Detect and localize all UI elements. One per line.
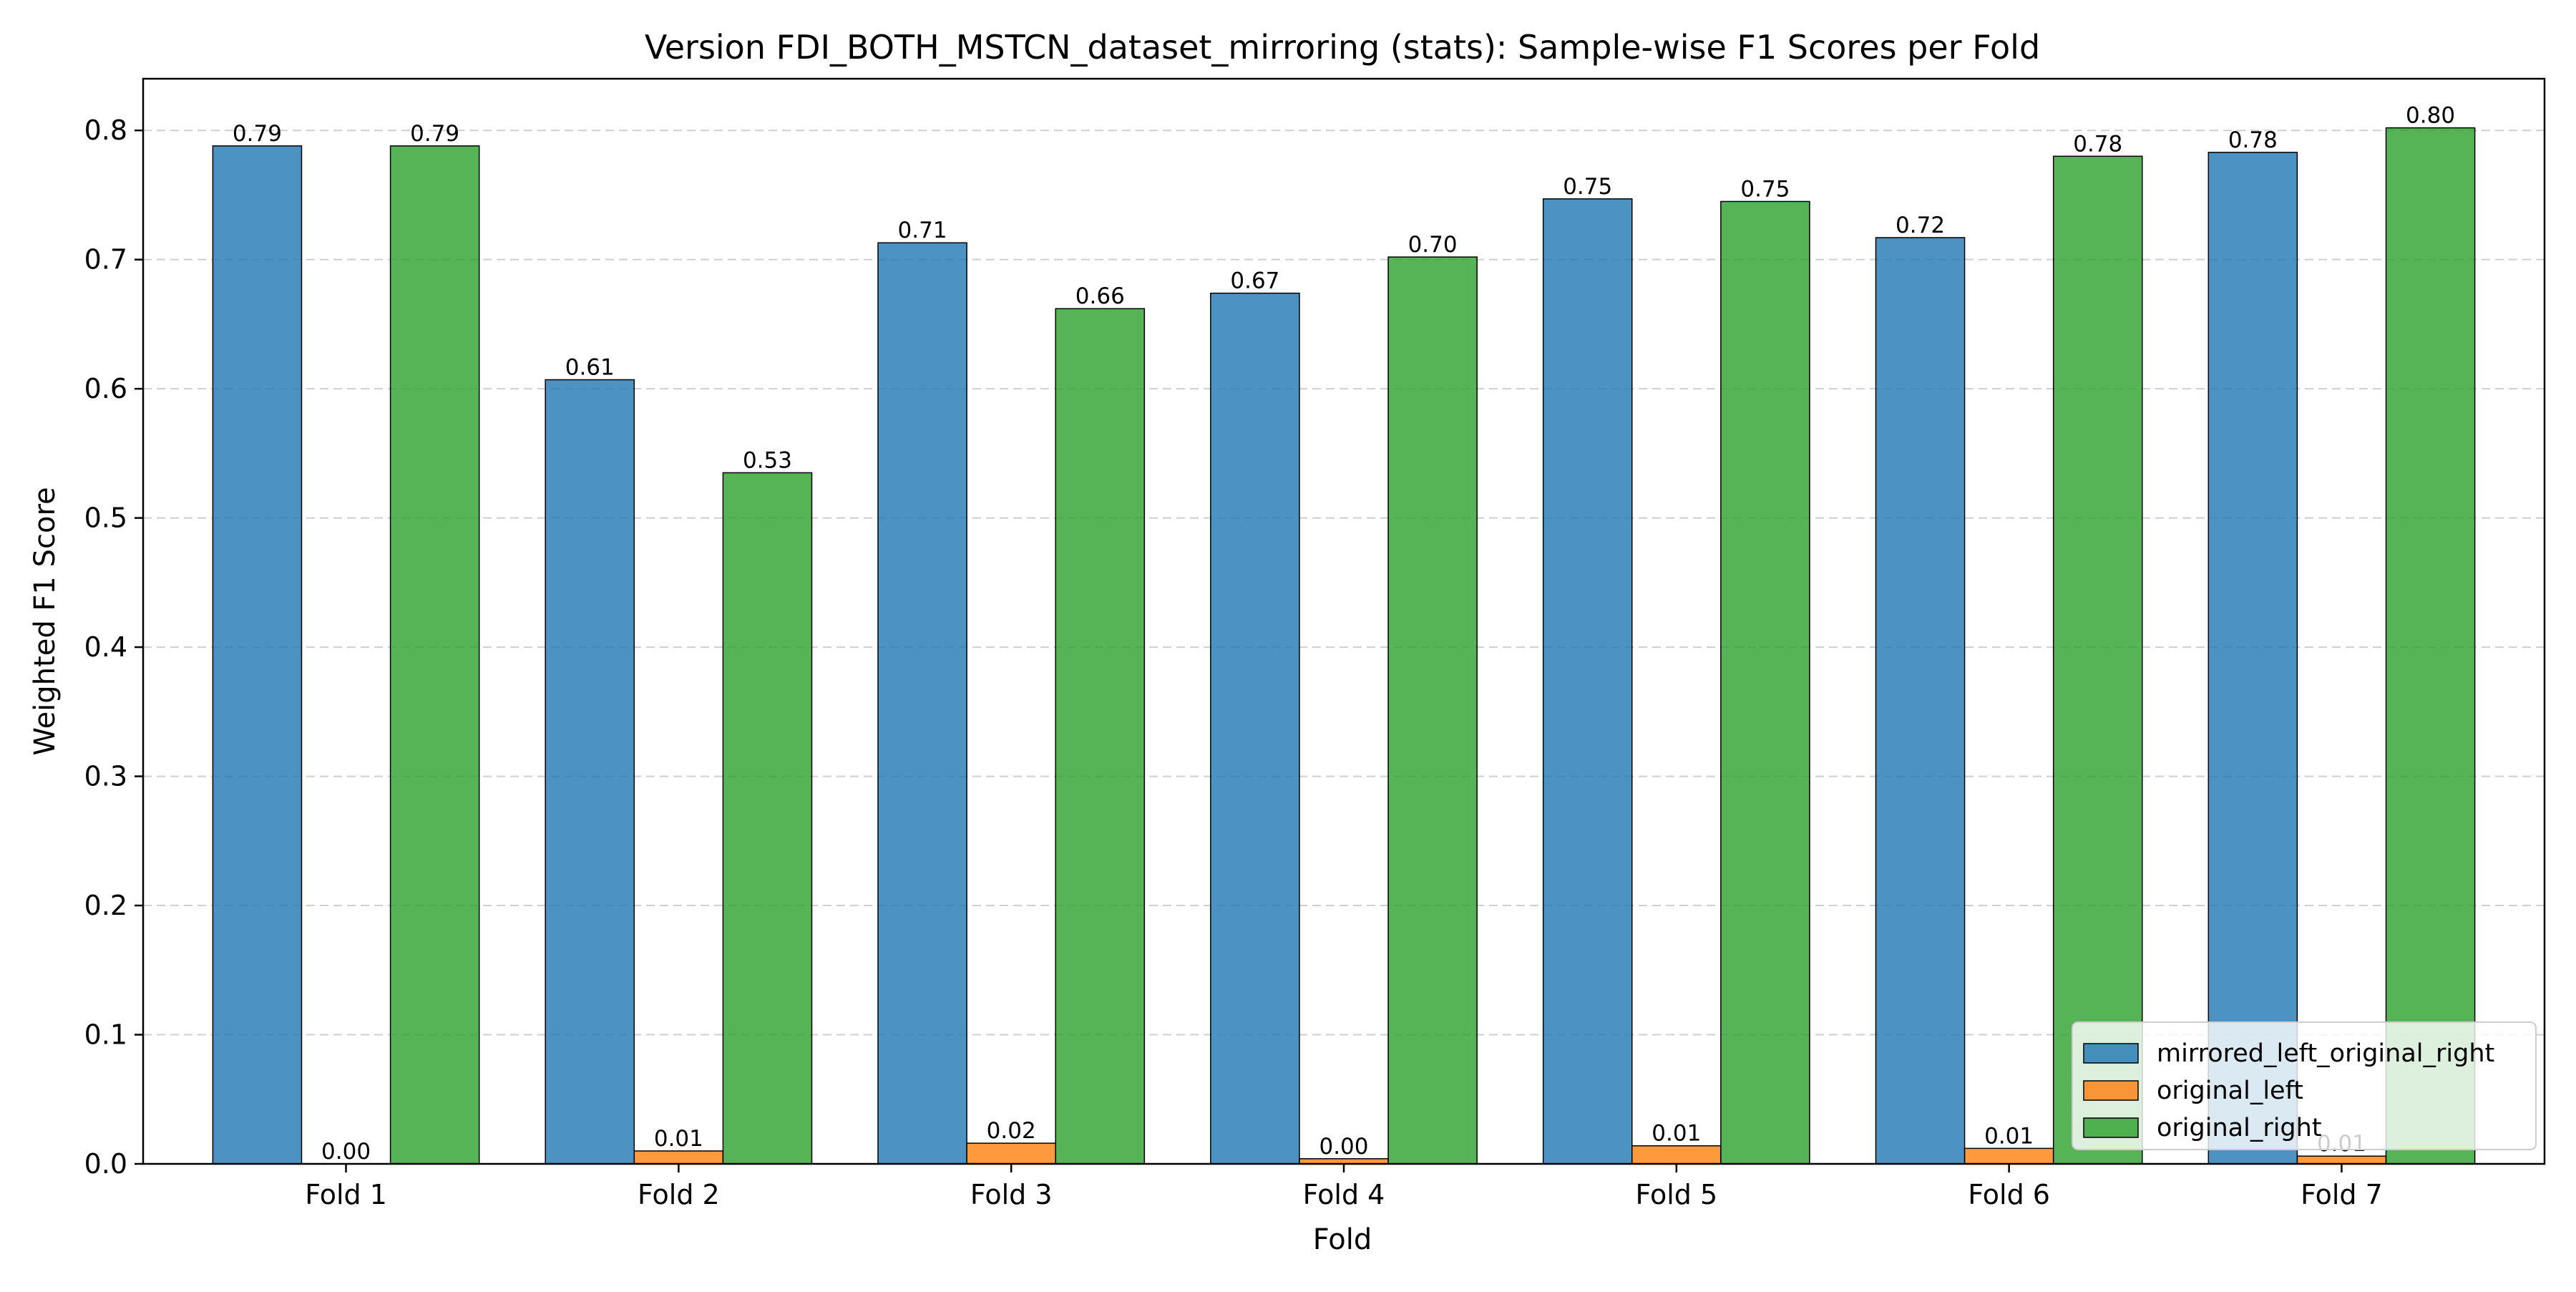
bar-mirrored_left_original_right-6 <box>1875 237 1966 1165</box>
bar-mirrored_left_original_right-3 <box>877 242 967 1165</box>
bar-value-label: 0.67 <box>1230 268 1279 294</box>
y-tick-label: 0.0 <box>84 1148 127 1180</box>
bar-original_right-1 <box>389 145 480 1165</box>
bar-value-label: 0.00 <box>321 1139 371 1165</box>
bar-value-label: 0.75 <box>1563 174 1612 200</box>
legend: mirrored_left_original_right original_lef… <box>2072 1021 2537 1150</box>
y-tick-label: 0.3 <box>84 761 127 792</box>
bar-mirrored_left_original_right-2 <box>545 379 635 1165</box>
bar-value-label: 0.71 <box>898 218 947 243</box>
plot-frame <box>142 77 2546 1165</box>
bar-value-label: 0.75 <box>1740 176 1790 202</box>
bar-value-label: 0.79 <box>233 121 282 147</box>
bar-value-label: 0.01 <box>1984 1123 2034 1149</box>
legend-swatch-original_right <box>2083 1117 2139 1138</box>
x-tick-label: Fold 1 <box>305 1179 387 1210</box>
bar-value-labels: 0.79 0.61 0.71 0.67 0.75 0.72 0.78 0.00 0.01 0.02… <box>233 103 2455 1165</box>
bar-original_left-2 <box>633 1150 724 1165</box>
legend-label-original_right: original_right <box>2157 1114 2322 1142</box>
bar-mirrored_left_original_right-4 <box>1210 292 1300 1165</box>
bar-original_left-3 <box>966 1142 1056 1165</box>
chart-title: Version FDI_BOTH_MSTCN_dataset_mirroring… <box>645 28 2040 67</box>
bar-value-label: 0.61 <box>565 355 615 381</box>
x-tick-label: Fold 4 <box>1303 1179 1385 1210</box>
x-tick-label: Fold 5 <box>1635 1179 1717 1210</box>
bar-value-label: 0.66 <box>1075 283 1125 309</box>
bar-value-label: 0.70 <box>1408 232 1458 258</box>
bar-original_right-3 <box>1055 308 1146 1165</box>
axes: 0.0 0.1 0.2 0.3 0.4 0.5 0.6 0.7 0.8 Fold 1 Fold 2 F… <box>84 77 2546 1210</box>
y-tick-label: 0.4 <box>84 631 127 663</box>
bar-mirrored_left_original_right-7 <box>2207 152 2298 1165</box>
bar-value-label: 0.01 <box>654 1126 703 1152</box>
bar-value-label: 0.53 <box>743 447 792 473</box>
legend-swatch-mirrored_left_original_right <box>2083 1043 2139 1064</box>
bar-original_right-5 <box>1720 200 1810 1165</box>
legend-box <box>2072 1021 2537 1150</box>
bars <box>212 127 2476 1165</box>
y-tick-label: 0.8 <box>84 115 127 146</box>
bar-value-label: 0.02 <box>987 1118 1036 1144</box>
y-tick-label: 0.5 <box>84 502 127 534</box>
legend-swatch-original_left <box>2083 1080 2139 1101</box>
legend-label-mirrored_left_original_right: mirrored_left_original_right <box>2157 1039 2494 1068</box>
bar-original_right-2 <box>722 472 813 1165</box>
bar-value-label: 0.00 <box>1319 1134 1368 1160</box>
y-axis-label: Weighted F1 Score <box>29 487 62 755</box>
y-tick-label: 0.7 <box>84 244 127 276</box>
bar-original_left-7 <box>2296 1155 2387 1165</box>
bar-value-label: 0.78 <box>2073 131 2122 157</box>
y-tick-label: 0.6 <box>84 373 127 404</box>
bar-value-label: 0.78 <box>2228 127 2278 153</box>
bar-mirrored_left_original_right-5 <box>1542 198 1633 1165</box>
bar-value-label: 0.72 <box>1896 213 1945 238</box>
grid-lines <box>143 130 2545 1165</box>
bar-original_left-5 <box>1631 1145 1722 1165</box>
x-tick-label: Fold 7 <box>2301 1179 2383 1210</box>
bar-original_right-4 <box>1387 256 1478 1165</box>
legend-label-original_left: original_left <box>2157 1077 2303 1105</box>
bar-original_right-6 <box>2052 155 2143 1165</box>
y-tick-label: 0.1 <box>84 1019 127 1051</box>
bar-value-label: 0.01 <box>1652 1121 1701 1147</box>
bar-value-label: 0.79 <box>410 121 459 147</box>
bar-mirrored_left_original_right-1 <box>212 145 303 1165</box>
x-tick-label: Fold 6 <box>1968 1179 2050 1210</box>
x-tick-label: Fold 3 <box>970 1179 1053 1210</box>
x-axis-label: Fold <box>1313 1223 1372 1256</box>
bar-original_right-7 <box>2385 127 2476 1165</box>
bar-value-label: 0.80 <box>2406 103 2455 129</box>
x-tick-label: Fold 2 <box>638 1179 720 1210</box>
bar-original_left-6 <box>1963 1147 2054 1165</box>
y-tick-label: 0.2 <box>84 890 127 921</box>
